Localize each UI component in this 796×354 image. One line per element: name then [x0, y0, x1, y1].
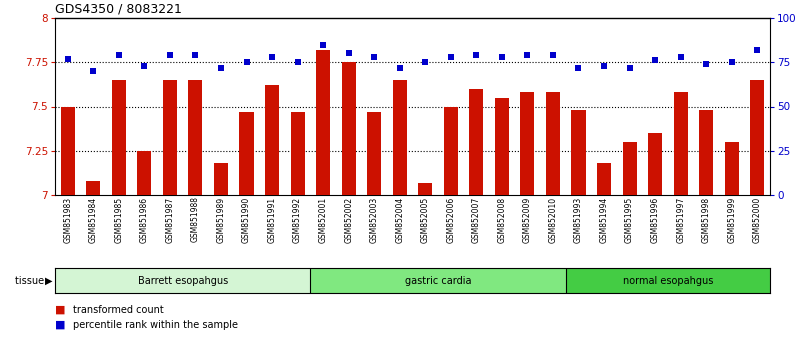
Bar	[724, 142, 739, 195]
Bar	[572, 110, 586, 195]
Bar	[138, 151, 151, 195]
Text: GDS4350 / 8083221: GDS4350 / 8083221	[55, 2, 181, 16]
Text: Barrett esopahgus: Barrett esopahgus	[138, 275, 228, 285]
Text: transformed count: transformed count	[72, 305, 163, 315]
Text: normal esopahgus: normal esopahgus	[622, 275, 713, 285]
Bar	[189, 80, 202, 195]
Bar	[214, 163, 228, 195]
Bar	[316, 50, 330, 195]
Bar	[111, 80, 126, 195]
Bar	[521, 92, 534, 195]
Point	[700, 61, 712, 67]
Bar	[622, 142, 637, 195]
Point	[470, 52, 482, 58]
Text: ■: ■	[55, 320, 65, 330]
Text: tissue: tissue	[15, 275, 47, 285]
Point	[393, 65, 406, 70]
Bar	[750, 80, 764, 195]
Text: ▶: ▶	[45, 275, 53, 285]
Bar	[648, 133, 662, 195]
Point	[215, 65, 228, 70]
Bar	[60, 107, 75, 195]
Point	[138, 63, 150, 69]
Text: percentile rank within the sample: percentile rank within the sample	[72, 320, 237, 330]
Point	[342, 51, 355, 56]
Bar	[367, 112, 381, 195]
Bar	[597, 163, 611, 195]
Point	[112, 52, 125, 58]
Bar	[55, 268, 310, 293]
Bar	[546, 92, 560, 195]
Bar	[673, 92, 688, 195]
Bar	[310, 268, 566, 293]
Bar	[470, 89, 483, 195]
Bar	[163, 80, 177, 195]
Bar	[418, 183, 432, 195]
Bar	[291, 112, 305, 195]
Bar	[86, 181, 100, 195]
Point	[572, 65, 585, 70]
Bar	[265, 85, 279, 195]
Point	[623, 65, 636, 70]
Point	[598, 63, 611, 69]
Bar	[392, 80, 407, 195]
Point	[163, 52, 176, 58]
Point	[368, 54, 380, 60]
Point	[291, 59, 304, 65]
Point	[495, 54, 508, 60]
Point	[419, 59, 431, 65]
Text: gastric cardia: gastric cardia	[405, 275, 471, 285]
Bar	[495, 98, 509, 195]
Point	[317, 42, 330, 47]
Point	[521, 52, 534, 58]
Point	[240, 59, 253, 65]
Bar	[341, 62, 356, 195]
Point	[725, 59, 738, 65]
Point	[649, 58, 661, 63]
Point	[61, 56, 74, 62]
Bar	[444, 107, 458, 195]
Point	[87, 68, 100, 74]
Point	[674, 54, 687, 60]
Point	[547, 52, 560, 58]
Bar	[699, 110, 713, 195]
Text: ■: ■	[55, 305, 65, 315]
Point	[751, 47, 763, 53]
Point	[444, 54, 457, 60]
Point	[266, 54, 279, 60]
Bar	[240, 112, 254, 195]
Point	[189, 52, 202, 58]
Bar	[566, 268, 770, 293]
